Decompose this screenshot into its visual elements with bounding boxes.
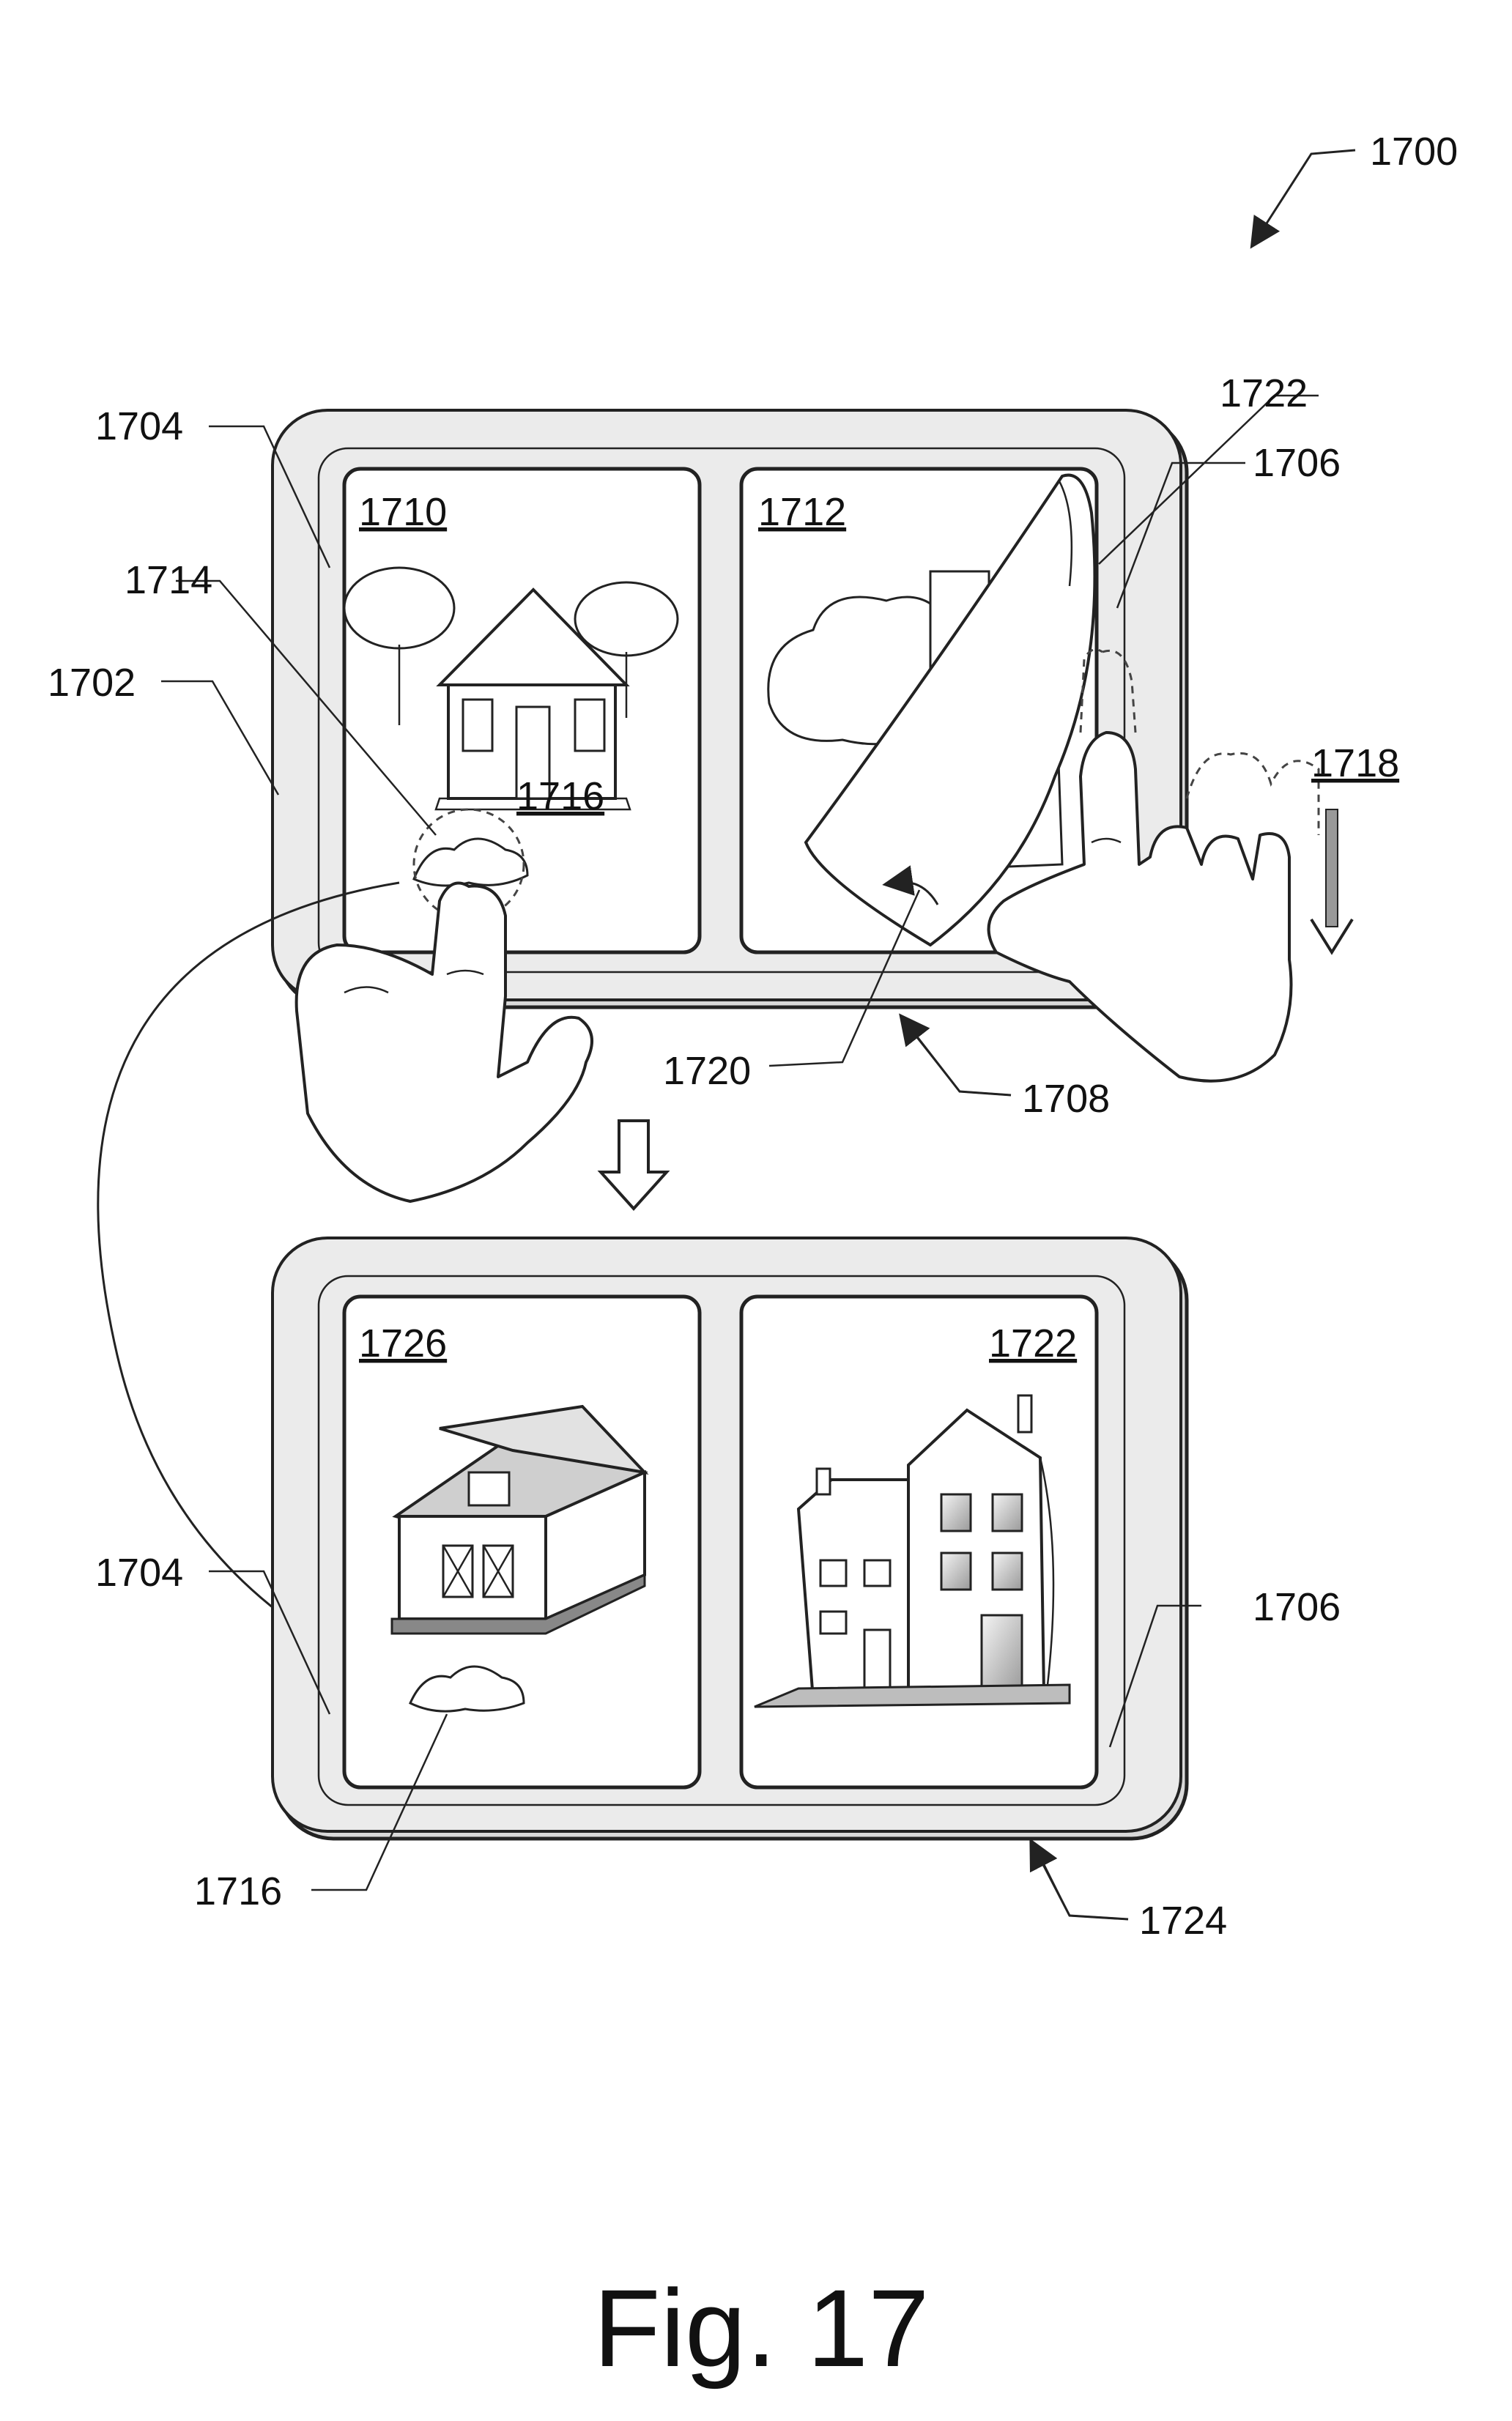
- ref-1712: 1712: [758, 490, 846, 534]
- ref-1704-top: 1704: [95, 404, 183, 448]
- ref-1722-top: 1722: [1220, 371, 1308, 415]
- ref-1726: 1726: [359, 1321, 447, 1365]
- pointer-1724: [1037, 1852, 1128, 1919]
- ref-1706-bottom: 1706: [1253, 1585, 1341, 1629]
- pointer-1700: [1259, 150, 1355, 236]
- ref-1706-top: 1706: [1253, 441, 1341, 485]
- figure-caption: Fig. 17: [593, 2266, 930, 2390]
- ref-1710: 1710: [359, 490, 447, 534]
- ref-1724: 1724: [1139, 1899, 1227, 1943]
- ref-1708: 1708: [1022, 1077, 1110, 1121]
- pointer-1708: [908, 1026, 1011, 1095]
- ref-1716-top: 1716: [516, 774, 604, 818]
- ref-1702: 1702: [48, 661, 136, 705]
- ref-1700: 1700: [1370, 130, 1458, 174]
- ref-1704-bottom: 1704: [95, 1551, 183, 1595]
- ref-1722-bottom: 1722: [989, 1321, 1077, 1365]
- ref-1714: 1714: [125, 558, 212, 602]
- ref-1718: 1718: [1311, 741, 1399, 785]
- scroll-down-arrow-1718: [1311, 809, 1352, 952]
- transition-arrow: [601, 1121, 667, 1209]
- ref-1716-bottom: 1716: [194, 1869, 282, 1913]
- ref-1720: 1720: [663, 1049, 751, 1093]
